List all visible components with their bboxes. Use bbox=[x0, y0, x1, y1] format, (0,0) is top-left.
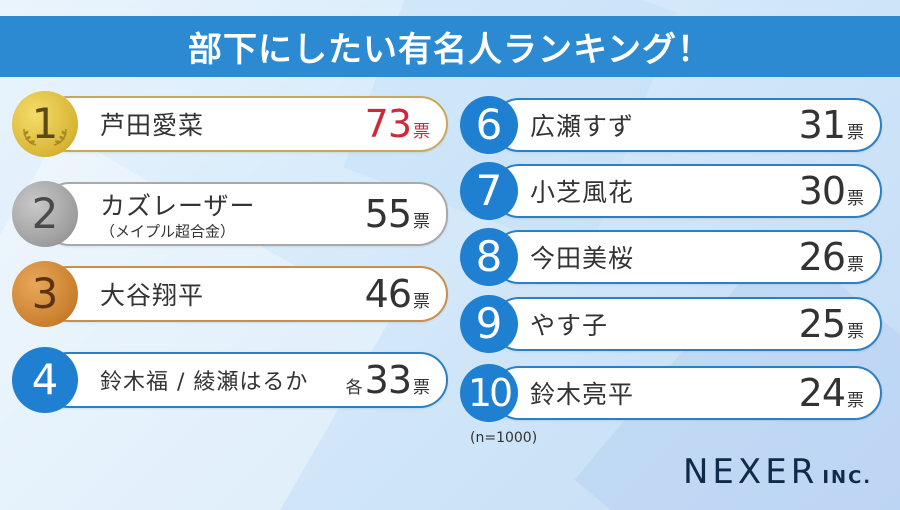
company-logo: NEXER INC. bbox=[683, 452, 872, 492]
vote-unit: 票 bbox=[413, 378, 430, 398]
title-bar: 部下にしたい有名人ランキング！ bbox=[0, 16, 900, 77]
rank-badge-icon: 7 bbox=[460, 162, 518, 220]
logo-sub: INC. bbox=[822, 467, 873, 488]
vote-unit: 票 bbox=[847, 123, 864, 143]
logo-main: NEXER bbox=[683, 452, 819, 492]
vote-number: 30 bbox=[798, 169, 846, 213]
entry-name: 大谷翔平 bbox=[100, 281, 205, 310]
ranking-entry-3: 3 大谷翔平 46 票 bbox=[12, 261, 448, 327]
entry-name-main: カズレーザー bbox=[100, 191, 256, 221]
vote-count: 31 票 bbox=[799, 103, 864, 147]
vote-count: 46 票 bbox=[365, 272, 430, 316]
rank-number: 6 bbox=[475, 100, 503, 149]
entry-name: 鈴木亮平 bbox=[530, 380, 635, 409]
ranking-entry-4: 4 鈴木福 / 綾瀬はるか 各 33 票 bbox=[12, 347, 448, 413]
rank-badge-icon: 4 bbox=[12, 347, 78, 413]
vote-number: 24 bbox=[798, 371, 846, 415]
ranking-entry-6: 6 広瀬すず 31 票 bbox=[460, 96, 882, 154]
rank-badge-icon: 9 bbox=[460, 295, 518, 353]
vote-number: 31 bbox=[798, 103, 846, 147]
ranking-entry-9: 9 やす子 25 票 bbox=[460, 295, 882, 353]
rank-number: 9 bbox=[475, 299, 503, 348]
entry-name: やす子 bbox=[530, 311, 609, 340]
entry-name: 芦田愛菜 bbox=[100, 111, 205, 140]
vote-count: 26 票 bbox=[799, 235, 864, 279]
entry-name: 今田美桜 bbox=[530, 244, 635, 273]
gold-medal-icon: 1 bbox=[12, 91, 78, 157]
entry-name: 鈴木福 / 綾瀬はるか bbox=[100, 370, 309, 395]
silver-medal-icon: 2 bbox=[12, 181, 78, 247]
entry-name-sub: （メイプル超合金） bbox=[100, 222, 236, 241]
vote-count: 73 票 bbox=[365, 102, 430, 146]
vote-unit: 票 bbox=[413, 212, 430, 232]
vote-number: 55 bbox=[364, 192, 412, 236]
ranking-entry-1: 1 芦田愛菜 73 票 bbox=[12, 91, 448, 157]
tie-prefix: 各 bbox=[345, 378, 363, 398]
vote-unit: 票 bbox=[413, 292, 430, 312]
vote-count: 24 票 bbox=[799, 371, 864, 415]
vote-count: 55 票 bbox=[365, 192, 430, 236]
entry-name: カズレーザー （メイプル超合金） bbox=[100, 187, 256, 242]
sample-size-note: (n=1000) bbox=[470, 430, 538, 446]
vote-unit: 票 bbox=[847, 255, 864, 275]
rank-number: 4 bbox=[31, 355, 59, 404]
ranking-entry-8: 8 今田美桜 26 票 bbox=[460, 228, 882, 286]
rank-number: 1 bbox=[31, 99, 59, 148]
vote-unit: 票 bbox=[847, 189, 864, 209]
vote-number: 73 bbox=[364, 102, 412, 146]
rank-number: 2 bbox=[31, 189, 59, 238]
vote-number: 46 bbox=[364, 272, 412, 316]
rank-badge-icon: 6 bbox=[460, 96, 518, 154]
bronze-medal-icon: 3 bbox=[12, 261, 78, 327]
rank-badge-icon: 10 bbox=[460, 364, 518, 422]
ranking-entry-7: 7 小芝風花 30 票 bbox=[460, 162, 882, 220]
vote-number: 33 bbox=[364, 358, 412, 402]
vote-count: 各 33 票 bbox=[346, 358, 430, 402]
rank-number: 10 bbox=[467, 371, 513, 415]
vote-number: 25 bbox=[798, 302, 846, 346]
entry-name: 広瀬すず bbox=[530, 112, 635, 141]
vote-unit: 票 bbox=[847, 322, 864, 342]
vote-number: 26 bbox=[798, 235, 846, 279]
vote-unit: 票 bbox=[847, 391, 864, 411]
laurel-left-icon bbox=[23, 128, 37, 146]
vote-count: 25 票 bbox=[799, 302, 864, 346]
rank-badge-icon: 8 bbox=[460, 228, 518, 286]
page-title: 部下にしたい有名人ランキング！ bbox=[188, 30, 712, 70]
entry-name: 小芝風花 bbox=[530, 178, 635, 207]
rank-number: 3 bbox=[31, 269, 59, 318]
ranking-entry-2: 2 カズレーザー （メイプル超合金） 55 票 bbox=[12, 181, 448, 247]
vote-unit: 票 bbox=[413, 122, 430, 142]
rank-number: 7 bbox=[475, 166, 503, 215]
ranking-entry-10: 10 鈴木亮平 24 票 bbox=[460, 364, 882, 422]
laurel-right-icon bbox=[53, 128, 67, 146]
rank-number: 8 bbox=[475, 232, 503, 281]
vote-count: 30 票 bbox=[799, 169, 864, 213]
